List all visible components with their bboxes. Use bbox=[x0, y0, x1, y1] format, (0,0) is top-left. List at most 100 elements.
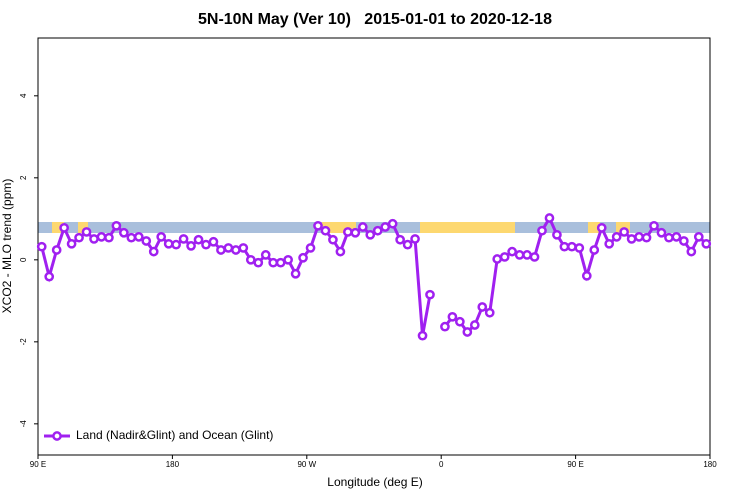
data-point bbox=[44, 271, 55, 282]
data-point bbox=[253, 257, 264, 268]
data-point bbox=[96, 232, 107, 242]
data-point bbox=[604, 238, 615, 249]
data-point bbox=[343, 227, 353, 237]
y-tick-label: -2 bbox=[19, 338, 28, 346]
data-point bbox=[372, 225, 383, 236]
data-point bbox=[216, 245, 226, 255]
data-point bbox=[148, 246, 159, 257]
data-point bbox=[440, 321, 450, 332]
data-point bbox=[81, 227, 92, 237]
data-point bbox=[313, 220, 323, 231]
data-point bbox=[156, 232, 167, 242]
data-point bbox=[499, 252, 510, 262]
data-point bbox=[298, 252, 308, 263]
map-strip-land bbox=[52, 222, 64, 233]
data-point bbox=[522, 250, 532, 260]
data-point bbox=[283, 254, 293, 265]
data-point bbox=[626, 234, 637, 244]
data-point bbox=[51, 245, 62, 255]
y-tick-label: 0 bbox=[19, 257, 28, 262]
data-point bbox=[133, 232, 144, 242]
data-point bbox=[320, 225, 331, 236]
data-point bbox=[186, 241, 196, 251]
data-point bbox=[328, 234, 338, 245]
data-point bbox=[664, 232, 674, 243]
data-point bbox=[387, 218, 398, 229]
data-point bbox=[178, 234, 189, 244]
legend-label: Land (Nadir&Glint) and Ocean (Glint) bbox=[76, 428, 273, 442]
data-point bbox=[36, 241, 47, 252]
data-point bbox=[634, 232, 644, 242]
data-point bbox=[223, 243, 234, 253]
data-point bbox=[89, 234, 99, 244]
data-point bbox=[649, 220, 659, 231]
data-point bbox=[589, 245, 600, 255]
data-point bbox=[537, 225, 547, 236]
data-point bbox=[686, 246, 697, 257]
data-point bbox=[163, 238, 174, 249]
data-point bbox=[275, 257, 286, 268]
y-tick-label: 4 bbox=[19, 93, 28, 98]
map-strip-land bbox=[78, 222, 88, 233]
data-point bbox=[290, 268, 301, 279]
data-point bbox=[417, 330, 428, 341]
data-point bbox=[74, 232, 84, 243]
data-point bbox=[507, 246, 517, 257]
data-point bbox=[462, 327, 473, 337]
data-point bbox=[529, 252, 540, 262]
map-strip-land bbox=[420, 222, 515, 233]
data-point bbox=[395, 234, 405, 245]
data-point bbox=[208, 236, 219, 247]
data-point bbox=[357, 222, 368, 232]
map-strip-land bbox=[322, 222, 356, 233]
data-point bbox=[59, 222, 69, 233]
data-point bbox=[544, 213, 555, 223]
data-point bbox=[305, 243, 316, 253]
y-tick-label: -4 bbox=[19, 420, 28, 428]
map-strip-land bbox=[588, 222, 600, 233]
data-point bbox=[492, 254, 503, 264]
data-point bbox=[469, 320, 480, 330]
data-point bbox=[559, 241, 570, 252]
data-point bbox=[350, 227, 361, 238]
data-point bbox=[260, 250, 271, 260]
data-point bbox=[574, 243, 585, 253]
x-tick-label: 180 bbox=[703, 460, 717, 469]
data-point bbox=[410, 234, 420, 244]
data-point bbox=[66, 238, 77, 249]
data-point bbox=[641, 232, 652, 243]
data-point bbox=[380, 222, 391, 232]
data-point bbox=[201, 239, 211, 250]
data-point bbox=[104, 232, 114, 243]
data-point bbox=[231, 245, 241, 255]
data-point bbox=[335, 246, 346, 257]
data-point bbox=[447, 311, 458, 322]
x-tick-label: 0 bbox=[439, 460, 444, 469]
data-point bbox=[126, 232, 137, 243]
data-point bbox=[425, 289, 435, 300]
data-point bbox=[402, 239, 413, 250]
data-point bbox=[671, 232, 682, 242]
data-point bbox=[679, 236, 689, 246]
data-point bbox=[552, 229, 562, 240]
legend-marker bbox=[52, 431, 62, 441]
data-point bbox=[171, 239, 181, 250]
data-point bbox=[477, 302, 488, 312]
y-axis-label: XCO2 - MLO trend (ppm) bbox=[0, 179, 14, 314]
data-point bbox=[656, 227, 667, 238]
x-tick-label: 90 E bbox=[30, 460, 46, 469]
data-point bbox=[619, 227, 629, 237]
data-point bbox=[193, 234, 204, 245]
y-tick-label: 2 bbox=[19, 175, 28, 180]
data-point bbox=[111, 220, 122, 231]
data-point bbox=[567, 241, 577, 252]
x-axis-label: Longitude (deg E) bbox=[327, 475, 422, 489]
data-point bbox=[701, 238, 712, 249]
data-point bbox=[693, 232, 704, 242]
data-point bbox=[611, 232, 622, 242]
data-point bbox=[141, 236, 152, 246]
x-tick-label: 180 bbox=[166, 460, 180, 469]
x-tick-label: 90 W bbox=[297, 460, 316, 469]
data-point bbox=[365, 229, 376, 240]
